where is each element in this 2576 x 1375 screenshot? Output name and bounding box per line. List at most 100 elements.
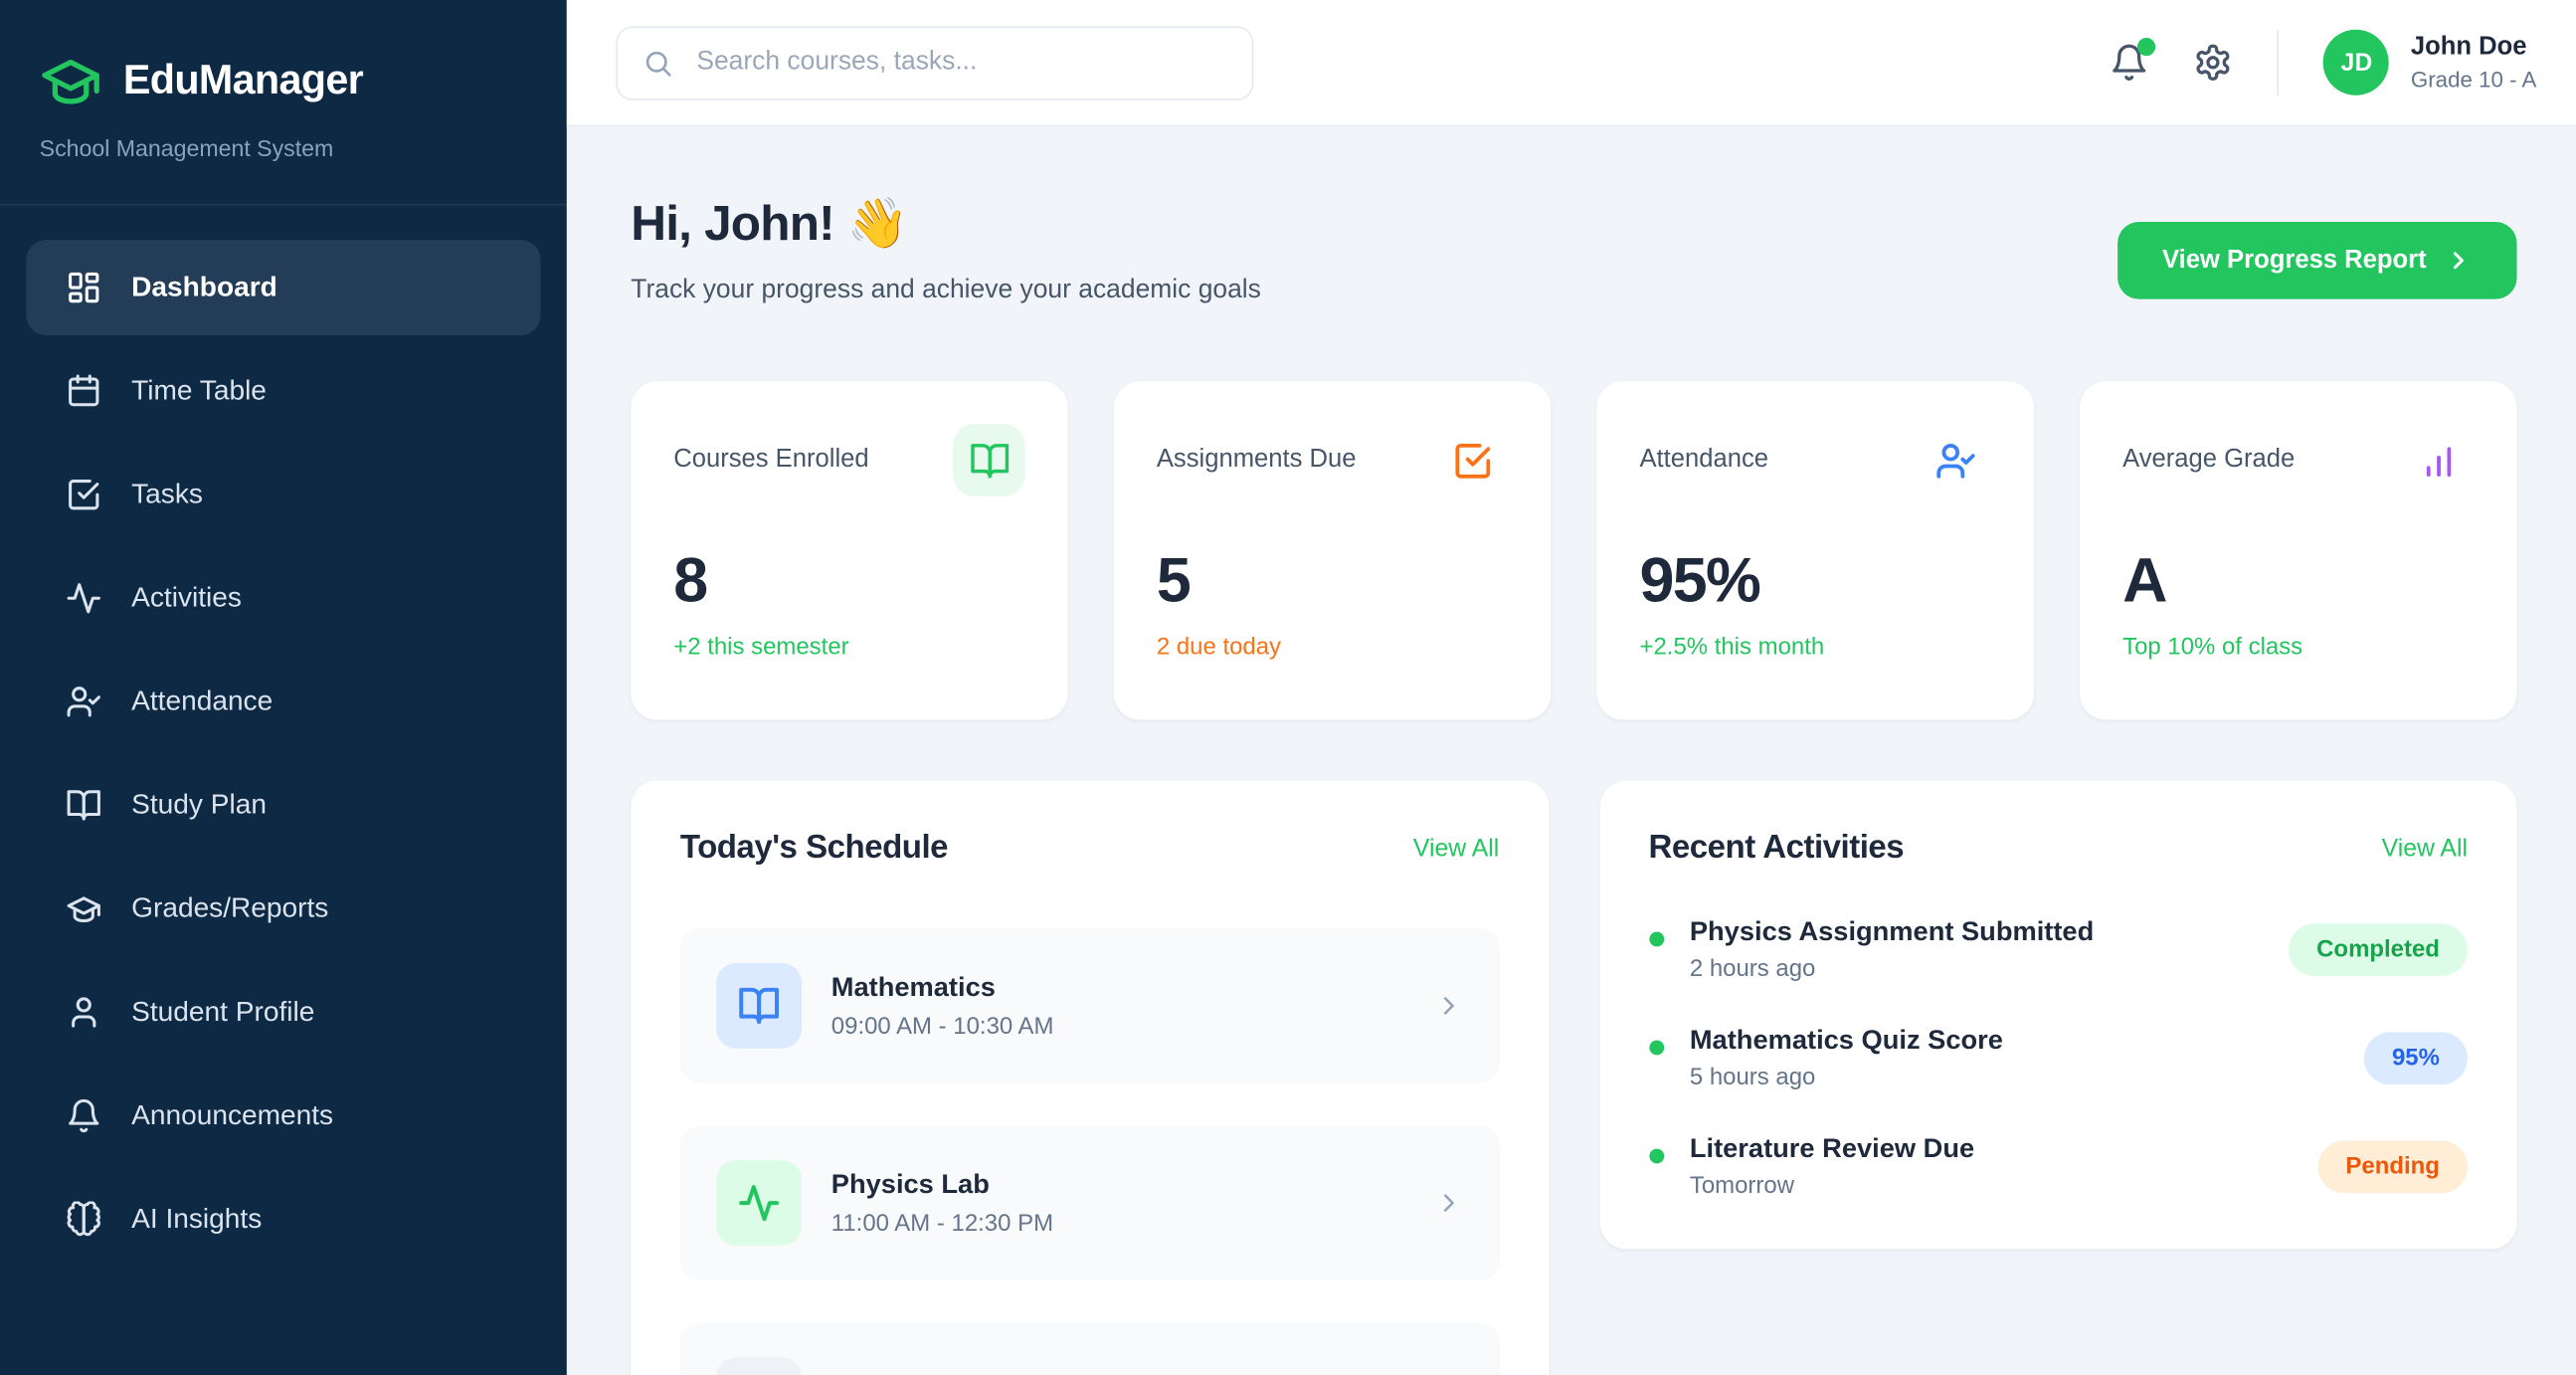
stat-value: 5 xyxy=(1156,547,1192,617)
activity-time: Tomorrow xyxy=(1689,1173,1795,1200)
stat-card-courses-enrolled: Courses Enrolled 8 +2 this semester xyxy=(631,381,1068,720)
activity-name: Mathematics Quiz Score xyxy=(1689,1025,2003,1056)
status-badge: Completed xyxy=(2289,923,2468,977)
activities-view-all-link[interactable]: View All xyxy=(2381,835,2468,864)
sidebar-item-tasks[interactable]: Tasks xyxy=(26,447,540,542)
sidebar-item-label: Study Plan xyxy=(131,788,267,821)
bell-icon xyxy=(2113,44,2146,81)
brain-icon xyxy=(66,1201,101,1237)
schedule-item-mathematics[interactable]: Mathematics 09:00 AM - 10:30 AM xyxy=(679,928,1500,1083)
stat-value: 8 xyxy=(673,547,708,617)
score-badge: 95% xyxy=(2363,1032,2468,1085)
sidebar-item-label: Announcements xyxy=(131,1099,334,1131)
calendar-icon xyxy=(66,373,101,409)
activities-list: Physics Assignment Submitted 2 hours ago… xyxy=(1648,917,2468,1200)
activity-item: Physics Assignment Submitted 2 hours ago… xyxy=(1648,917,2468,983)
view-progress-report-button[interactable]: View Progress Report xyxy=(2117,221,2517,299)
welcome-subtitle: Track your progress and achieve your aca… xyxy=(631,276,1261,304)
sidebar-item-label: Tasks xyxy=(131,478,203,510)
user-check-icon xyxy=(1919,424,1991,496)
settings-button[interactable] xyxy=(2194,43,2234,83)
sidebar-item-study-plan[interactable]: Study Plan xyxy=(26,757,540,853)
avatar: JD xyxy=(2323,29,2390,96)
schedule-item-english-literature[interactable]: English Literature xyxy=(679,1322,1500,1375)
chevron-right-icon xyxy=(1433,1188,1463,1218)
sidebar: EduManager School Management System Dash… xyxy=(0,0,567,1375)
stat-card-average-grade: Average Grade A Top 10% of class xyxy=(2080,381,2517,720)
welcome-section: Hi, John! 👋 Track your progress and achi… xyxy=(631,196,2517,306)
user-info: John Doe Grade 10 - A xyxy=(2411,33,2536,92)
status-dot xyxy=(1648,931,1664,947)
course-time: 09:00 AM - 10:30 AM xyxy=(830,1013,1054,1040)
stat-note: +2 this semester xyxy=(673,634,849,662)
activity-icon xyxy=(66,580,101,616)
search-input[interactable] xyxy=(693,46,1227,80)
graduation-cap-icon xyxy=(66,890,101,926)
schedule-list: Mathematics 09:00 AM - 10:30 AM xyxy=(679,928,1500,1375)
sidebar-item-time-table[interactable]: Time Table xyxy=(26,343,540,439)
sidebar-item-label: AI Insights xyxy=(131,1203,263,1235)
welcome-text: Hi, John! 👋 Track your progress and achi… xyxy=(631,196,1261,306)
sidebar-item-student-profile[interactable]: Student Profile xyxy=(26,965,540,1061)
sidebar-item-grades-reports[interactable]: Grades/Reports xyxy=(26,862,540,957)
book-open-icon xyxy=(66,787,101,823)
user-icon xyxy=(66,994,101,1030)
status-dot xyxy=(1648,1148,1664,1164)
activity-text: Literature Review Due Tomorrow xyxy=(1690,1134,1974,1200)
chevron-right-icon xyxy=(2453,252,2464,270)
sidebar-item-label: Attendance xyxy=(131,685,274,717)
stat-card-assignments-due: Assignments Due 5 2 due today xyxy=(1113,381,1552,720)
activity-name: Literature Review Due xyxy=(1689,1133,1975,1164)
notification-dot xyxy=(2137,37,2156,57)
sidebar-item-activities[interactable]: Activities xyxy=(26,550,540,646)
stat-label: Courses Enrolled xyxy=(673,445,869,474)
stat-note: 2 due today xyxy=(1156,634,1282,662)
brand: EduManager xyxy=(40,50,528,112)
sidebar-item-label: Time Table xyxy=(131,374,267,406)
activity-time: 5 hours ago xyxy=(1689,1065,1816,1091)
sidebar-item-announcements[interactable]: Announcements xyxy=(26,1069,540,1164)
stat-note: +2.5% this month xyxy=(1639,634,1825,662)
brand-block: EduManager School Management System xyxy=(0,0,567,206)
activity-text: Physics Assignment Submitted 2 hours ago xyxy=(1690,917,2094,983)
stat-card-attendance: Attendance 95% +2.5% this month xyxy=(1596,381,2034,720)
user-check-icon xyxy=(66,684,101,719)
gear-icon xyxy=(2197,44,2231,81)
search-box[interactable] xyxy=(616,25,1254,99)
user-grade: Grade 10 - A xyxy=(2410,67,2537,93)
status-badge: Pending xyxy=(2317,1140,2468,1194)
course-name: Physics Lab xyxy=(830,1169,990,1199)
schedule-item-physics-lab[interactable]: Physics Lab 11:00 AM - 12:30 PM xyxy=(679,1125,1500,1280)
sidebar-item-label: Student Profile xyxy=(131,995,315,1028)
stat-label: Assignments Due xyxy=(1156,445,1357,474)
graduation-cap-icon xyxy=(40,50,102,112)
bar-chart-icon xyxy=(2402,424,2475,496)
course-name: Mathematics xyxy=(830,972,996,1002)
panel-title: Recent Activities xyxy=(1648,830,1905,867)
panel-title: Today's Schedule xyxy=(679,830,949,867)
sidebar-item-attendance[interactable]: Attendance xyxy=(26,654,540,749)
book-open-icon xyxy=(716,1357,803,1375)
book-open-icon xyxy=(953,424,1025,496)
sidebar-item-ai-insights[interactable]: AI Insights xyxy=(26,1172,540,1268)
check-square-icon xyxy=(1436,424,1509,496)
brand-name: EduManager xyxy=(122,56,364,103)
user-menu[interactable]: JD John Doe Grade 10 - A xyxy=(2323,29,2536,96)
notifications-button[interactable] xyxy=(2111,37,2156,83)
topbar: JD John Doe Grade 10 - A xyxy=(566,0,2576,127)
dashboard-content: Hi, John! 👋 Track your progress and achi… xyxy=(567,126,2576,1375)
status-dot xyxy=(1648,1040,1664,1056)
book-open-icon xyxy=(716,962,803,1049)
sidebar-item-dashboard[interactable]: Dashboard xyxy=(26,240,541,335)
sidebar-item-label: Dashboard xyxy=(131,271,277,302)
panels-row: Today's Schedule View All Mathematics 09… xyxy=(631,780,2517,1375)
activity-name: Physics Assignment Submitted xyxy=(1689,916,2095,947)
topbar-right: JD John Doe Grade 10 - A xyxy=(2111,29,2536,96)
chevron-right-icon xyxy=(1433,991,1463,1021)
todays-schedule-panel: Today's Schedule View All Mathematics 09… xyxy=(631,780,1549,1375)
recent-activities-panel: Recent Activities View All Physics Assig… xyxy=(1599,780,2517,1250)
schedule-item-text: Mathematics 09:00 AM - 10:30 AM xyxy=(831,972,1054,1040)
schedule-view-all-link[interactable]: View All xyxy=(1412,835,1500,864)
